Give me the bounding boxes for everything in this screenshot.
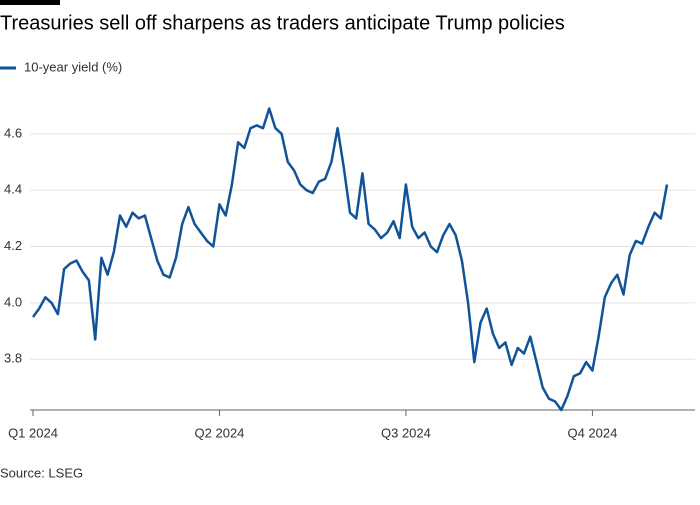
source: Source: LSEG bbox=[0, 465, 83, 480]
brand-bar bbox=[0, 0, 60, 5]
y-tick-label: 4.6 bbox=[4, 125, 22, 140]
x-tick-label: Q2 2024 bbox=[195, 425, 245, 440]
y-tick-label: 4.0 bbox=[4, 294, 22, 309]
x-tick-label: Q4 2024 bbox=[567, 425, 617, 440]
y-tick-label: 3.8 bbox=[4, 351, 22, 366]
legend-label: 10-year yield (%) bbox=[24, 59, 122, 74]
chart-title: Treasuries sell off sharpens as traders … bbox=[0, 12, 565, 34]
y-tick-label: 4.4 bbox=[4, 182, 22, 197]
series-line bbox=[31, 107, 669, 412]
x-tick-label: Q3 2024 bbox=[381, 425, 431, 440]
y-tick-label: 4.2 bbox=[4, 238, 22, 253]
x-tick-label: Q1 2024 bbox=[8, 425, 58, 440]
